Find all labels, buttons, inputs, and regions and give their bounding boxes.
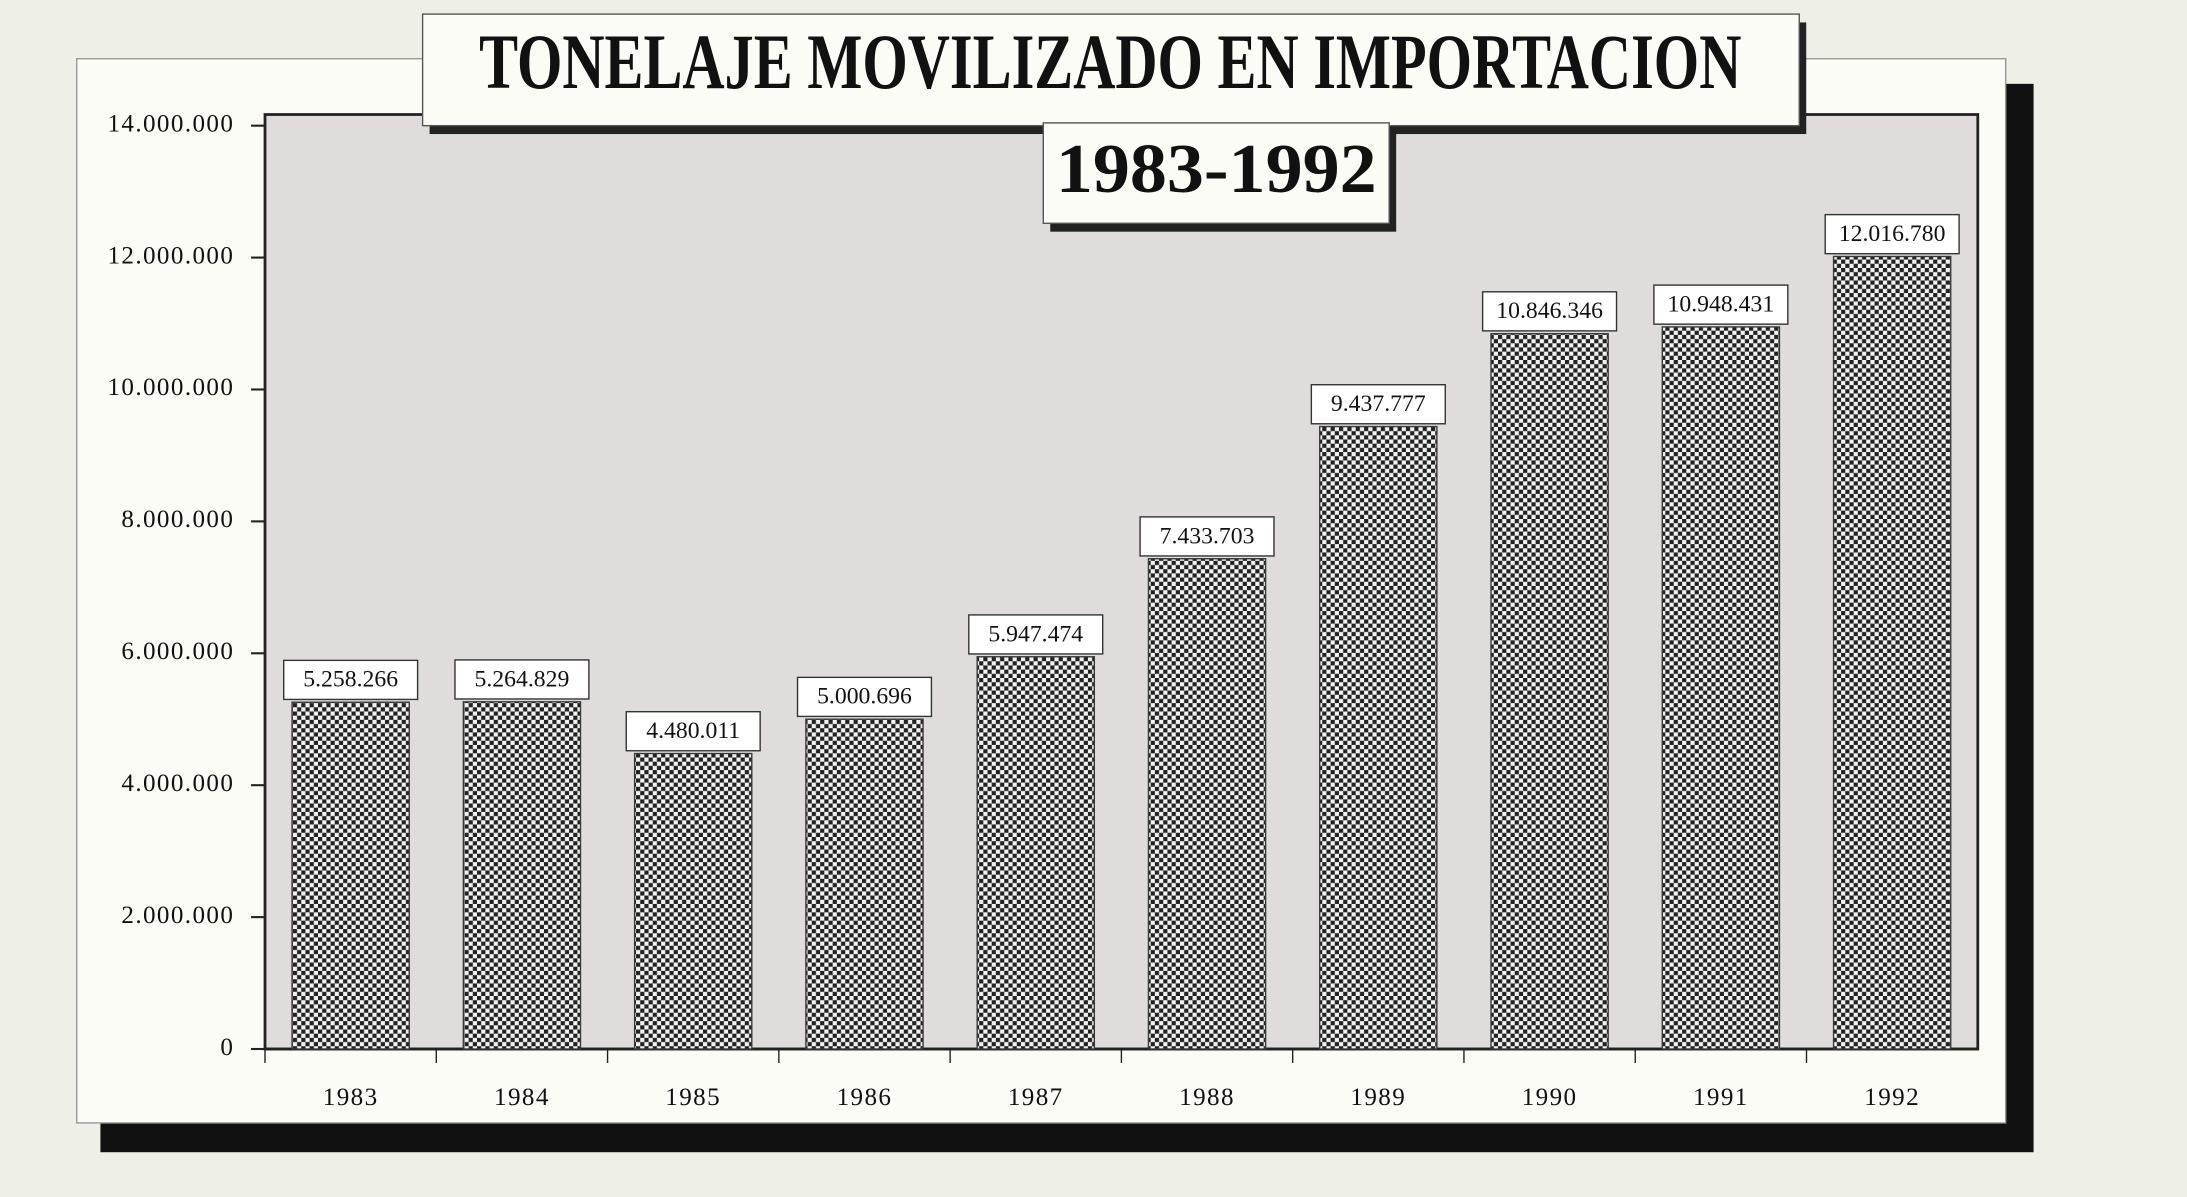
bar <box>1832 255 1952 1050</box>
y-tick-label: 2.000.000 <box>121 902 234 929</box>
y-tick-label: 10.000.000 <box>107 374 234 401</box>
bar <box>805 718 924 1050</box>
x-tick-label: 1984 <box>494 1084 550 1111</box>
x-tick-label: 1991 <box>1693 1084 1749 1111</box>
value-label-box <box>625 711 761 752</box>
bar <box>1661 326 1781 1050</box>
value-label-box <box>1310 384 1446 425</box>
x-tick-label: 1985 <box>665 1084 721 1111</box>
subtitle-box <box>1042 122 1390 225</box>
value-label: 5.947.474 <box>988 621 1083 647</box>
y-tick-label: 4.000.000 <box>121 770 234 797</box>
value-label-box <box>1824 213 1960 255</box>
value-label: 7.433.703 <box>1160 523 1255 549</box>
y-tick-label: 8.000.000 <box>121 506 234 533</box>
value-label: 5.258.266 <box>303 667 398 693</box>
value-label-box <box>796 676 933 718</box>
x-tick-label: 1987 <box>1008 1084 1064 1111</box>
value-label-box <box>454 659 590 700</box>
value-label-box <box>1139 516 1275 557</box>
bar <box>1319 425 1438 1050</box>
y-tick-label: 6.000.000 <box>121 638 234 665</box>
value-label: 10.846.346 <box>1496 298 1603 324</box>
chart-subtitle: 1983-1992 <box>1056 131 1377 208</box>
value-label: 12.016.780 <box>1839 221 1946 247</box>
value-label-box <box>1481 291 1618 332</box>
y-tick-label: 0 <box>220 1034 234 1061</box>
bar <box>1490 332 1609 1050</box>
x-tick-label: 1992 <box>1864 1084 1920 1111</box>
bar <box>291 701 410 1050</box>
chart-title: TONELAJE MOVILIZADO EN IMPORTACION <box>479 18 1741 105</box>
value-label-box <box>282 659 419 701</box>
value-label: 9.437.777 <box>1331 391 1426 417</box>
title-box <box>421 13 1800 127</box>
bar <box>1147 558 1267 1050</box>
value-label: 5.264.829 <box>475 666 570 692</box>
x-tick-label: 1986 <box>837 1084 893 1111</box>
value-label-box <box>1653 284 1789 325</box>
x-tick-label: 1989 <box>1350 1084 1406 1111</box>
bar <box>462 701 582 1050</box>
bar <box>633 752 753 1050</box>
value-label: 10.948.431 <box>1668 291 1775 317</box>
value-label: 5.000.696 <box>817 684 912 710</box>
y-tick-label: 14.000.000 <box>107 110 234 137</box>
bar <box>976 656 1096 1050</box>
value-label-box <box>968 614 1104 655</box>
y-tick-label: 12.000.000 <box>107 242 234 269</box>
x-tick-label: 1990 <box>1522 1084 1578 1111</box>
x-tick-label: 1988 <box>1179 1084 1235 1111</box>
value-label: 4.480.011 <box>646 718 740 744</box>
x-tick-label: 1983 <box>323 1084 379 1111</box>
